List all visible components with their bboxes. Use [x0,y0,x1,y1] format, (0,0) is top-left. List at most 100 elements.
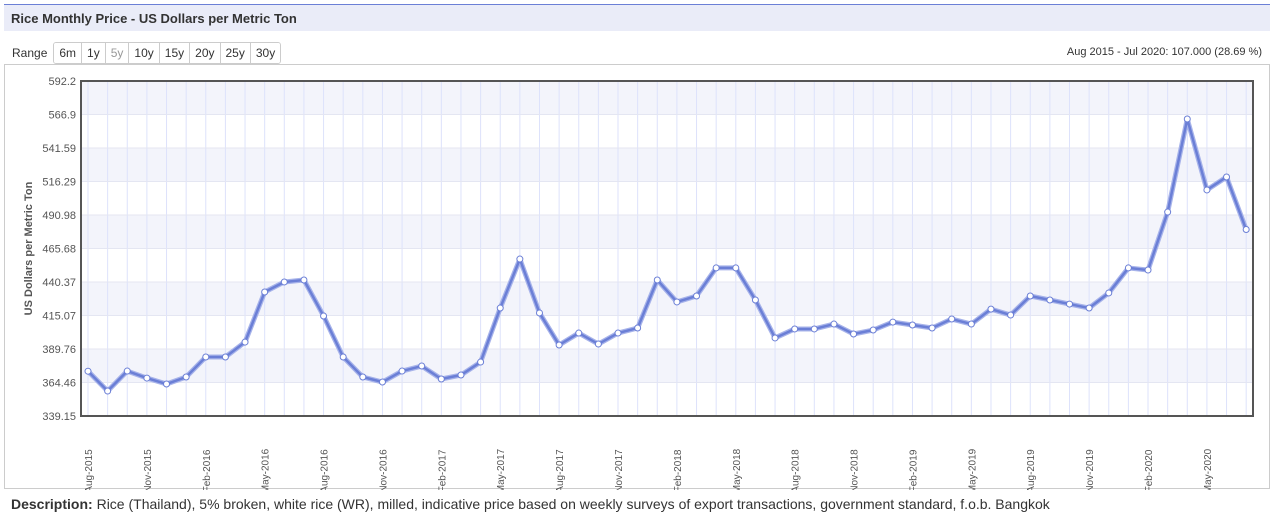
data-point[interactable] [987,305,995,313]
data-point[interactable] [1124,264,1132,272]
data-point[interactable] [1183,115,1191,123]
data-point[interactable] [339,353,347,361]
y-tick-label: 490.98 [42,210,76,222]
x-tick-label: Nov-2015 [143,449,154,490]
data-point[interactable] [320,312,328,320]
x-tick-label: Aug-2016 [320,449,331,490]
range-button-30y[interactable]: 30y [250,43,281,63]
data-point[interactable] [516,255,524,263]
data-point[interactable] [1223,173,1231,181]
range-button-15y[interactable]: 15y [159,43,191,63]
data-point[interactable] [751,296,759,304]
data-point[interactable] [359,373,367,381]
y-tick-label: 440.37 [42,277,76,289]
data-point[interactable] [84,367,92,375]
x-tick-label: Nov-2018 [850,449,861,490]
x-tick-label: Nov-2016 [378,449,389,490]
data-point[interactable] [1164,208,1172,216]
data-point[interactable] [810,325,818,333]
data-point[interactable] [143,374,151,382]
data-point[interactable] [928,324,936,332]
x-tick-label: Aug-2019 [1026,449,1037,490]
data-point[interactable] [261,288,269,296]
data-point[interactable] [1046,296,1054,304]
data-point[interactable] [123,367,131,375]
data-point[interactable] [850,330,858,338]
x-tick-label: May-2017 [496,448,507,490]
data-point[interactable] [791,325,799,333]
range-button-1y[interactable]: 1y [82,43,106,63]
data-point[interactable] [496,304,504,312]
data-point[interactable] [908,321,916,329]
data-point[interactable] [771,334,779,342]
chart-title: Rice Monthly Price - US Dollars per Metr… [4,4,1270,31]
data-point[interactable] [104,387,112,395]
data-point[interactable] [712,264,720,272]
data-point[interactable] [614,329,622,337]
range-button-10y[interactable]: 10y [129,43,160,63]
data-point[interactable] [889,318,897,326]
data-point[interactable] [555,341,563,349]
plot-border [80,80,1254,417]
data-point[interactable] [634,324,642,332]
grid-band [81,148,1253,182]
y-tick-label: 364.46 [42,377,76,389]
data-point[interactable] [457,371,465,379]
data-point[interactable] [967,320,975,328]
data-point[interactable] [418,362,426,370]
x-tick-label: May-2019 [967,448,978,490]
data-point[interactable] [1203,186,1211,194]
data-point[interactable] [280,278,288,286]
data-point[interactable] [594,340,602,348]
data-point[interactable] [221,353,229,361]
data-point[interactable] [535,309,543,317]
x-tick-label: Nov-2017 [614,449,625,490]
x-tick-label: May-2018 [732,448,743,490]
x-tick-label: Nov-2019 [1085,449,1096,490]
data-point[interactable] [948,315,956,323]
data-point[interactable] [182,373,190,381]
data-point[interactable] [693,292,701,300]
x-tick-label: Aug-2018 [791,449,802,490]
range-button-20y[interactable]: 20y [190,43,221,63]
data-point[interactable] [653,276,661,284]
y-tick-label: 339.15 [42,411,76,423]
data-point[interactable] [732,264,740,272]
data-point[interactable] [673,298,681,306]
data-point[interactable] [1026,292,1034,300]
data-point[interactable] [202,353,210,361]
x-tick-label: Aug-2015 [84,449,95,490]
data-point[interactable] [241,338,249,346]
range-button-6m[interactable]: 6m [54,43,83,63]
data-point[interactable] [163,380,171,388]
x-tick-label: May-2016 [261,448,272,490]
data-point[interactable] [1085,304,1093,312]
data-point[interactable] [869,326,877,334]
data-point[interactable] [575,329,583,337]
range-button-25y[interactable]: 25y [220,43,251,63]
y-tick-label: 592.2 [48,76,76,88]
data-point[interactable] [477,358,485,366]
range-button-5y: 5y [105,43,130,63]
data-point[interactable] [300,276,308,284]
grid-band [81,349,1253,383]
data-point[interactable] [1105,289,1113,297]
range-buttons: 6m 1y 5y 10y 15y 20y 25y 30y [53,42,282,64]
range-summary: Aug 2015 - Jul 2020: 107.000 (28.69 %) [1066,46,1262,58]
y-tick-label: 389.76 [42,344,76,356]
data-point[interactable] [1144,266,1152,274]
data-point[interactable] [830,320,838,328]
x-tick-label: Feb-2017 [437,449,448,490]
data-point[interactable] [437,375,445,383]
data-point[interactable] [1066,300,1073,308]
range-label: Range [12,46,48,60]
x-tick-label: Feb-2020 [1144,449,1155,490]
data-point[interactable] [378,378,386,386]
x-tick-label: Feb-2019 [908,449,919,490]
grid-band [81,81,1253,115]
data-point[interactable] [398,367,406,375]
data-point[interactable] [1242,226,1250,234]
y-tick-label: 541.59 [42,143,76,155]
data-point[interactable] [1007,311,1015,319]
x-tick-label: Feb-2018 [673,449,684,490]
